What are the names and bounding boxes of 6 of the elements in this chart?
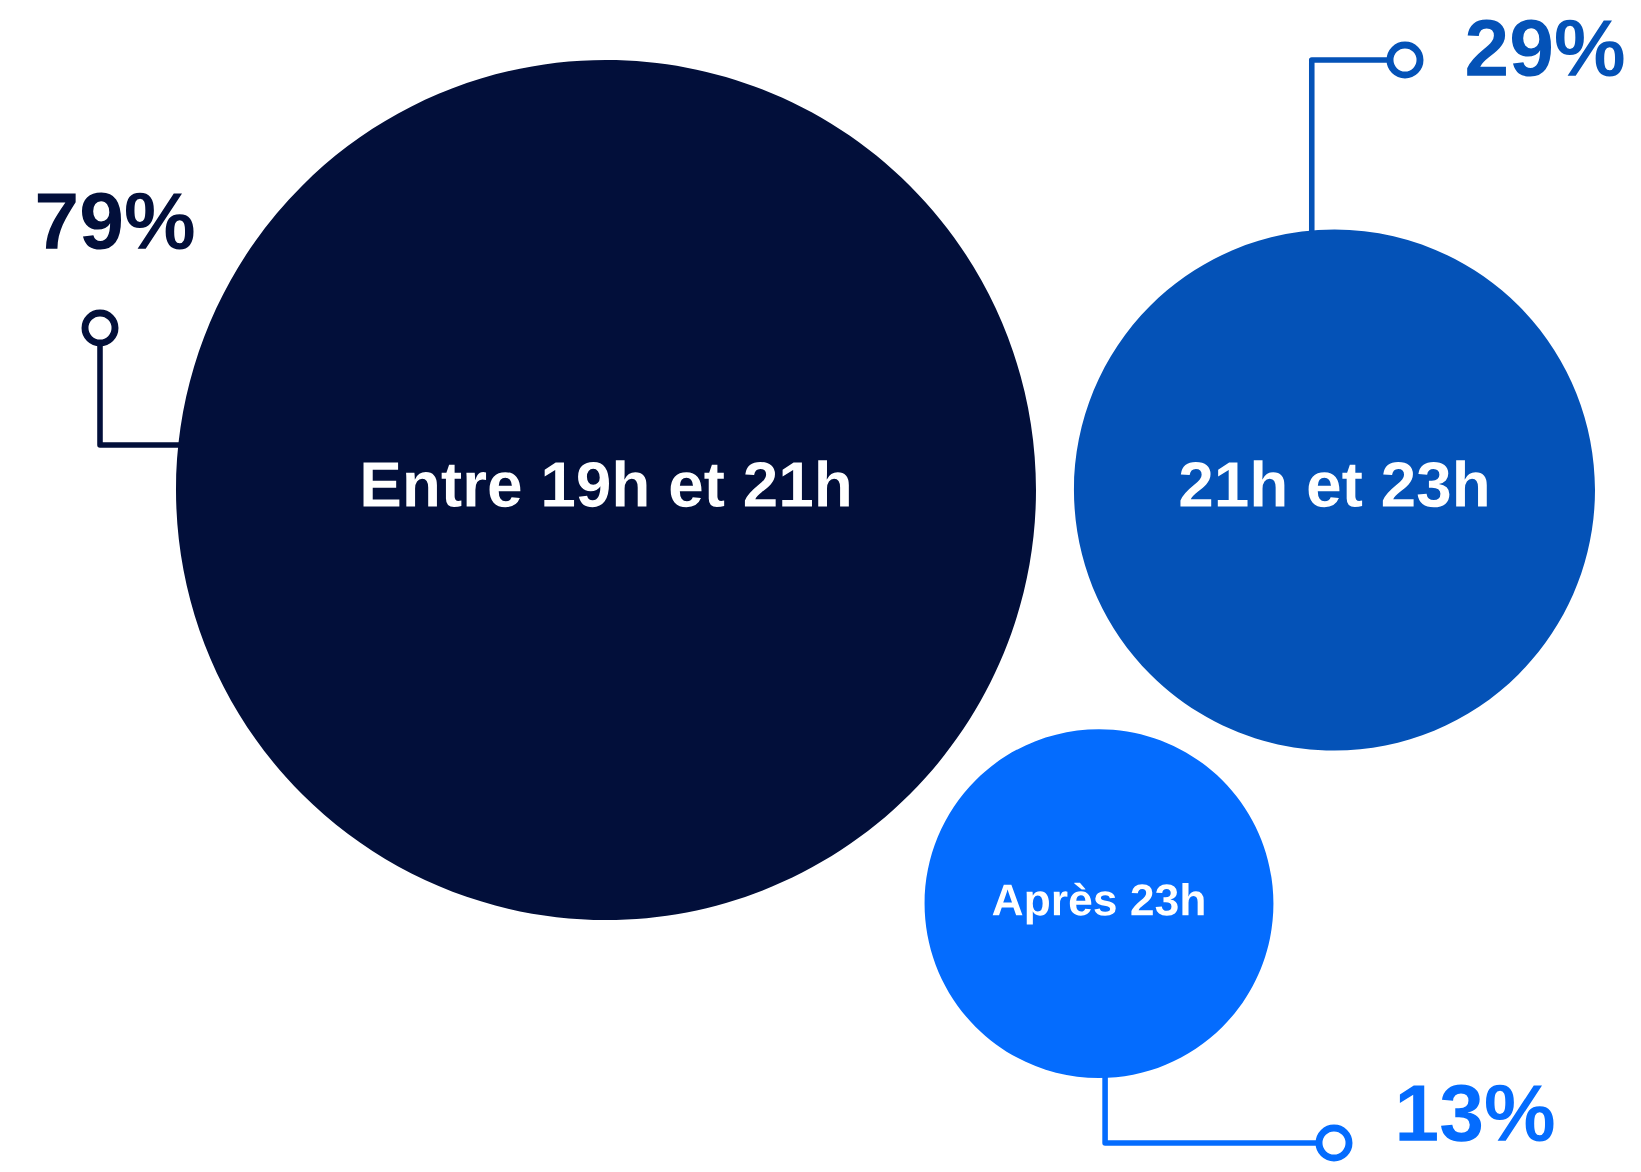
category-label: 21h et 23h [1180,460,1487,508]
data-label: 13% [1399,1084,1554,1142]
category-label: Entre 19h et 21h [363,460,849,508]
data-label: 29% [1467,19,1624,77]
category-label: Après 23h [992,882,1204,925]
data-label: 79% [37,192,194,250]
